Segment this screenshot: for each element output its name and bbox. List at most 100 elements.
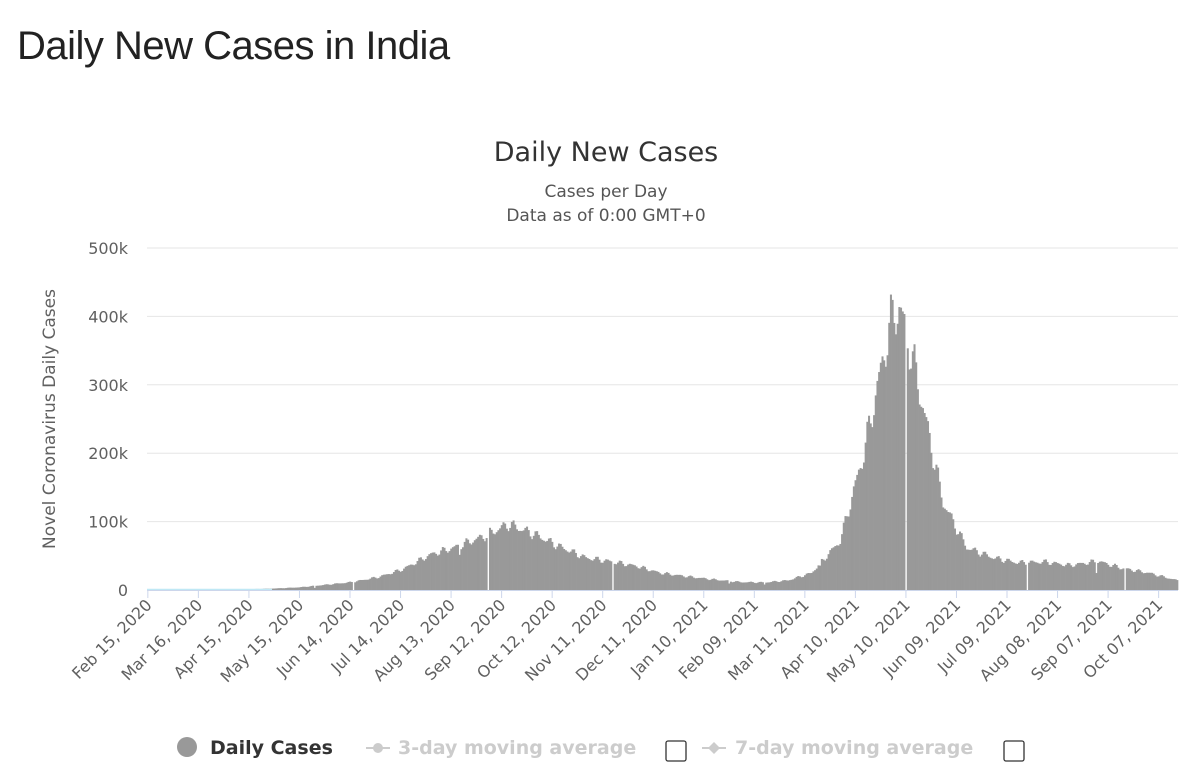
daily-cases-bar — [595, 556, 598, 590]
daily-cases-bar — [743, 582, 746, 590]
daily-cases-bar — [750, 581, 753, 590]
daily-cases-bar — [655, 571, 658, 590]
daily-cases-bar — [291, 587, 294, 590]
daily-cases-bar — [529, 536, 532, 590]
daily-cases-bar — [957, 534, 960, 590]
daily-cases-bar — [824, 560, 827, 590]
daily-cases-bar — [443, 547, 446, 590]
daily-cases-bar — [480, 535, 483, 590]
daily-cases-bar — [566, 551, 569, 590]
daily-cases-bar — [514, 524, 517, 590]
legend-item-3-day-average[interactable]: 3-day moving average — [366, 737, 636, 759]
daily-cases-bar — [288, 587, 291, 590]
daily-cases-bar — [446, 552, 449, 590]
daily-cases-bar — [610, 561, 613, 590]
legend-item-daily-cases[interactable]: Daily Cases — [177, 737, 333, 759]
daily-cases-bar — [721, 580, 724, 590]
daily-cases-bar — [440, 550, 443, 590]
daily-cases-bar — [455, 544, 458, 590]
daily-cases-bar — [590, 560, 593, 590]
daily-cases-bar — [568, 552, 571, 590]
daily-cases-bar — [411, 564, 414, 590]
daily-cases-bar — [1061, 565, 1064, 590]
daily-cases-bar — [460, 549, 463, 590]
daily-cases-bar — [451, 547, 454, 590]
daily-cases-bar — [714, 579, 717, 590]
daily-cases-bar — [1063, 566, 1066, 590]
daily-cases-bar — [517, 530, 520, 590]
daily-cases-bar — [675, 574, 679, 590]
daily-cases-bar — [421, 559, 424, 590]
daily-cases-bar — [898, 307, 901, 590]
daily-cases-bar — [280, 588, 283, 590]
checkbox-3-day-average[interactable] — [665, 740, 687, 762]
daily-cases-bar — [1043, 559, 1046, 590]
daily-cases-bar — [1162, 576, 1165, 590]
daily-cases-bar — [807, 573, 810, 590]
daily-cases-bar — [507, 531, 510, 590]
daily-cases-bar — [980, 554, 983, 590]
daily-cases-bar — [893, 322, 896, 590]
daily-cases-bar — [391, 573, 394, 590]
daily-cases-bar — [362, 579, 365, 590]
daily-cases-bar — [894, 334, 898, 590]
daily-cases-bar — [559, 543, 562, 590]
daily-cases-bar — [1142, 573, 1145, 590]
daily-cases-bar — [327, 584, 330, 590]
daily-cases-bar — [1166, 578, 1169, 590]
daily-cases-bar — [1001, 561, 1004, 590]
daily-cases-bar — [846, 516, 849, 590]
daily-cases-bar — [603, 560, 606, 590]
daily-cases-bar — [741, 582, 744, 590]
daily-cases-bar — [502, 522, 505, 590]
daily-cases-bar — [556, 546, 559, 590]
daily-cases-bar — [810, 572, 813, 590]
daily-cases-bar — [1092, 559, 1095, 590]
daily-cases-bar — [903, 314, 906, 590]
daily-cases-bar — [286, 587, 289, 590]
daily-cases-bar — [632, 564, 635, 590]
daily-cases-bar — [1103, 562, 1106, 590]
daily-cases-bar — [1070, 565, 1073, 590]
checkbox-7-day-average[interactable] — [1003, 740, 1025, 762]
daily-cases-bar — [278, 588, 281, 590]
daily-cases-bar — [445, 551, 448, 590]
daily-cases-bar — [913, 344, 916, 590]
daily-cases-bar — [1006, 558, 1009, 590]
y-tick-label: 400k — [88, 307, 129, 326]
legend: Daily Cases 3-day moving average 7-day m… — [177, 737, 1025, 762]
legend-item-7-day-average[interactable]: 7-day moving average — [702, 737, 973, 759]
daily-cases-bar — [1159, 575, 1162, 590]
daily-cases-bar — [773, 580, 776, 590]
daily-cases-bar — [1139, 570, 1142, 590]
daily-cases-bar — [1080, 562, 1083, 590]
daily-cases-bar — [734, 581, 737, 590]
daily-cases-bar — [281, 588, 284, 590]
daily-cases-bar — [536, 531, 539, 590]
legend-marker-circle — [177, 737, 197, 757]
daily-cases-bar — [633, 565, 636, 590]
daily-cases-bar — [819, 565, 822, 590]
daily-cases-bar — [300, 587, 303, 590]
daily-cases-bar — [601, 562, 604, 590]
daily-cases-bar — [677, 574, 680, 590]
daily-cases-bar — [992, 559, 995, 590]
legend-label-7-day-average: 7-day moving average — [735, 737, 973, 759]
daily-cases-bar — [657, 571, 660, 590]
daily-cases-bar — [467, 539, 470, 590]
daily-cases-bar — [761, 582, 764, 590]
daily-cases-bar — [512, 520, 515, 590]
daily-cases-bar — [296, 587, 299, 590]
daily-cases-bar — [490, 529, 493, 590]
daily-cases-bar — [364, 579, 367, 590]
daily-cases-bar — [598, 559, 601, 590]
daily-cases-bar — [355, 581, 358, 590]
daily-cases-bar — [1161, 575, 1164, 590]
daily-cases-bar — [706, 579, 709, 590]
daily-cases-bar — [926, 421, 930, 590]
daily-cases-bar — [650, 570, 653, 590]
daily-cases-bar — [842, 522, 845, 590]
daily-cases-bar — [583, 555, 586, 590]
daily-cases-bar — [777, 581, 780, 590]
daily-cases-bar — [325, 584, 328, 590]
